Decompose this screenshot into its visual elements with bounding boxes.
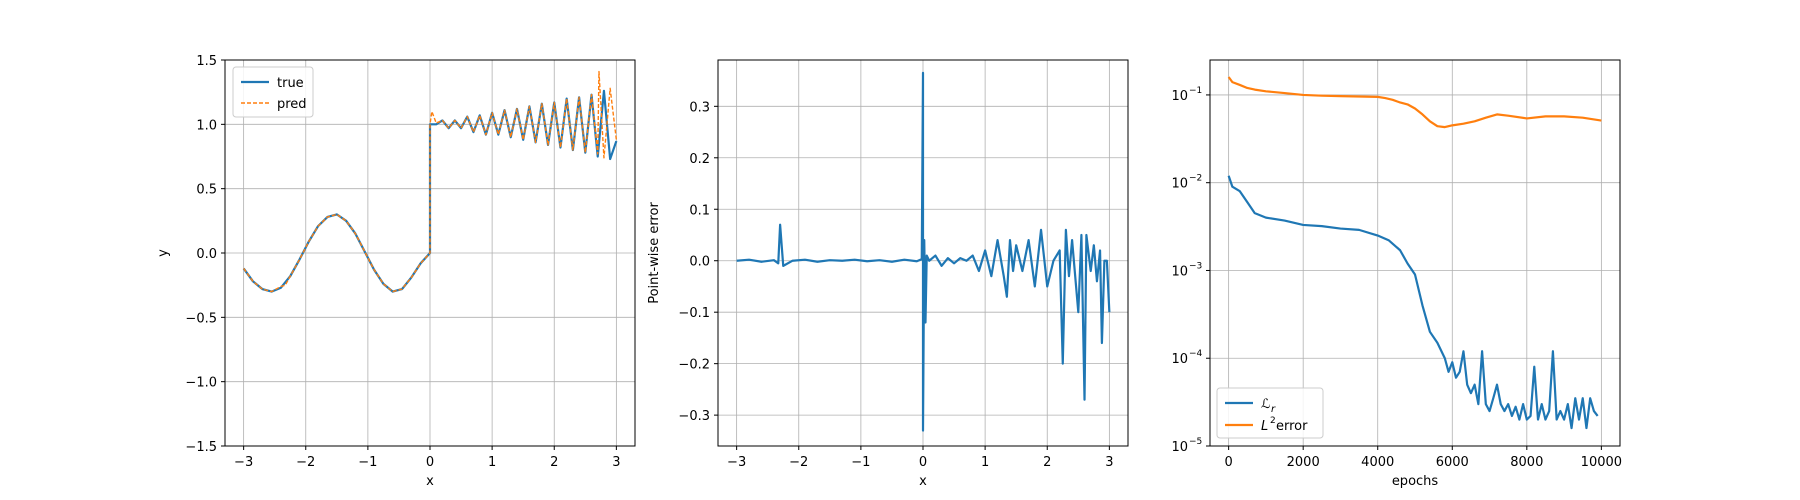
y-tick-label: 10 — [1171, 264, 1188, 279]
y-tick-exponent: −5 — [1189, 437, 1202, 447]
x-tick-label: 10000 — [1581, 455, 1622, 470]
legend-box — [232, 66, 314, 118]
x-tick-label: 4000 — [1361, 455, 1394, 470]
y-tick-exponent: −4 — [1189, 349, 1203, 359]
legend: true pred — [232, 66, 314, 118]
legend-label-l2-superscript: 2 — [1270, 416, 1276, 426]
x-axis-label: epochs — [1392, 474, 1439, 489]
y-tick-exponent: −1 — [1189, 86, 1202, 96]
legend-label-loss: ℒ — [1261, 397, 1270, 412]
x-tick-label: 8000 — [1510, 455, 1543, 470]
legend-label-l2: L — [1261, 419, 1268, 434]
y-tick-label: 0.2 — [689, 152, 710, 167]
y-tick-label: 0.0 — [196, 247, 217, 262]
series-group — [242, 70, 618, 293]
x-tick-label: 3 — [612, 455, 620, 470]
legend-label-pred: pred — [277, 97, 307, 112]
x-tick-label: 2 — [1043, 455, 1051, 470]
x-tick-label: 0 — [1224, 455, 1232, 470]
x-tick-label: 3 — [1105, 455, 1113, 470]
x-tick-label: 0 — [919, 455, 927, 470]
x-tick-label: −2 — [296, 455, 315, 470]
x-tick-label: 1 — [981, 455, 989, 470]
panel-training-history: 0 2000 4000 6000 8000 1000010−510−410−310−210… — [1171, 59, 1622, 489]
y-tick-label: 10 — [1171, 440, 1188, 455]
x-tick-label: −3 — [727, 455, 746, 470]
y-tick-label: 10 — [1171, 177, 1188, 192]
x-axis-label: x — [919, 474, 927, 489]
y-tick-label: 0.3 — [689, 100, 710, 115]
y-axis-label: y — [156, 249, 171, 257]
series-line-pred — [243, 70, 618, 293]
x-tick-label: −3 — [234, 455, 253, 470]
x-tick-label: −2 — [789, 455, 808, 470]
series-group — [736, 71, 1111, 432]
y-tick-label: −0.2 — [678, 358, 710, 373]
y-tick-label: −1.5 — [185, 440, 217, 455]
y-tick-exponent: −2 — [1189, 174, 1202, 184]
y-tick-label: −0.3 — [678, 409, 710, 424]
x-tick-label: 2 — [550, 455, 558, 470]
panel-function-fit: −3 −2 −1 0 1 2 3 −1.5 −1.0 −0.5 0.0 0.5 1.0 1.5 x y true… — [156, 54, 636, 489]
y-tick-exponent: −3 — [1189, 261, 1202, 271]
legend-label-loss-subscript: r — [1271, 404, 1276, 415]
x-tick-label: 0 — [426, 455, 434, 470]
y-tick-label: 1.0 — [196, 118, 217, 133]
y-tick-label: 0.0 — [689, 255, 710, 270]
y-tick-label: 0.5 — [196, 183, 217, 198]
plot-frame — [1209, 59, 1621, 447]
y-axis-label: Point-wise error — [647, 202, 662, 304]
x-axis-label: x — [426, 474, 434, 489]
panel-pointwise-error: −3 −2 −1 0 1 2 3 −0.3 −0.2 −0.1 0.0 0.1 0.2 0.3 x Point… — [647, 59, 1129, 489]
y-tick-label: 10 — [1171, 352, 1188, 367]
series-line-loss — [1227, 175, 1599, 430]
y-tick-label: 10 — [1171, 89, 1188, 104]
x-tick-label: −1 — [851, 455, 870, 470]
x-tick-label: 2000 — [1287, 455, 1320, 470]
legend-label-true: true — [277, 76, 304, 91]
x-tick-label: −1 — [358, 455, 377, 470]
legend-label-l2-suffix: error — [1276, 419, 1308, 434]
series-group — [1227, 76, 1602, 430]
y-tick-label: 0.1 — [689, 203, 710, 218]
series-line-l2-error — [1227, 76, 1602, 129]
x-tick-label: 1 — [488, 455, 496, 470]
y-tick-label: 1.5 — [196, 54, 217, 69]
y-tick-label: −0.1 — [678, 306, 710, 321]
series-line-error — [736, 71, 1111, 432]
y-tick-label: −1.0 — [185, 376, 217, 391]
y-tick-label: −0.5 — [185, 311, 217, 326]
x-tick-label: 6000 — [1436, 455, 1469, 470]
